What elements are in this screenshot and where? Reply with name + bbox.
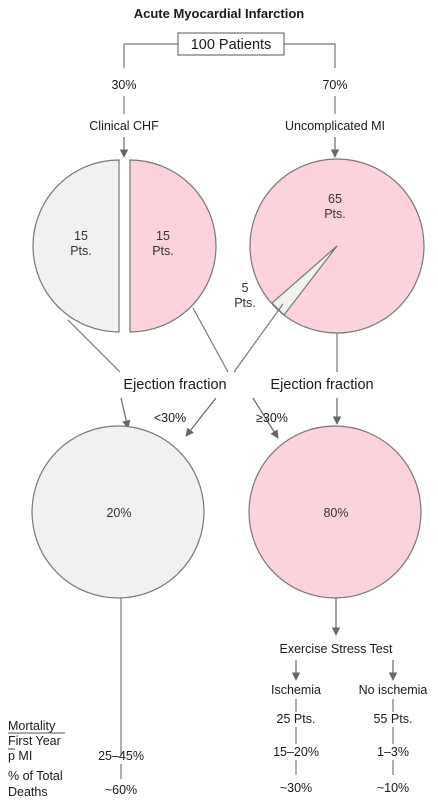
- row-mortality-line1: Mortality: [8, 719, 56, 733]
- row-mortality-line2: First Year: [8, 734, 61, 748]
- deaths-no-ischemia: ~10%: [377, 781, 409, 795]
- uncomplicated-main-count: 65: [328, 192, 342, 206]
- row-mortality-mi: MI: [15, 749, 32, 763]
- chf-low-pts: Pts.: [70, 244, 92, 258]
- stress-test-label: Exercise Stress Test: [279, 642, 393, 656]
- chf-high-ef-half: [129, 159, 217, 333]
- row-deaths-line1: % of Total: [8, 769, 63, 783]
- ejection-fraction-right: Ejection fraction: [270, 377, 373, 393]
- left-branch-percent: 30%: [111, 78, 136, 92]
- high-ef-circle: [248, 425, 422, 599]
- root-label: 100 Patients: [191, 37, 272, 53]
- chf-low-ef-half: [32, 159, 120, 333]
- threshold-high: ≥30%: [256, 411, 288, 425]
- clinical-chf-label: Clinical CHF: [89, 119, 159, 133]
- uncomplicated-mi-label: Uncomplicated MI: [285, 119, 385, 133]
- high-ef-percent: 80%: [323, 506, 348, 520]
- no-ischemia-pts: 55 Pts.: [374, 712, 413, 726]
- mortality-low-ef: 25–45%: [98, 749, 144, 763]
- ejection-arrows: [120, 397, 342, 439]
- chf-high-pts: Pts.: [152, 244, 174, 258]
- wedge-count: 5: [242, 281, 249, 295]
- low-ef-percent: 20%: [106, 506, 131, 520]
- threshold-low: <30%: [154, 411, 186, 425]
- ejection-fraction-left: Ejection fraction: [123, 377, 226, 393]
- ischemia-pts: 25 Pts.: [277, 712, 316, 726]
- wedge-pts: Pts.: [234, 296, 256, 310]
- deaths-ischemia: ~30%: [280, 781, 312, 795]
- no-ischemia-label: No ischemia: [359, 683, 428, 697]
- low-ef-circle: [31, 425, 205, 599]
- chf-high-count: 15: [156, 229, 170, 243]
- row-deaths-line2: Deaths: [8, 785, 48, 799]
- p-with-bar: p: [8, 749, 15, 763]
- root-branch-lines: [123, 43, 336, 68]
- ischemia-label: Ischemia: [271, 683, 321, 697]
- diagram-title: Acute Myocardial Infarction: [134, 6, 305, 21]
- mortality-ischemia: 15–20%: [273, 745, 319, 759]
- uncomplicated-wedge: [271, 245, 338, 316]
- outcome-column-connectors: [120, 699, 394, 779]
- chf-low-count: 15: [74, 229, 88, 243]
- right-branch-percent: 70%: [322, 78, 347, 92]
- uncomplicated-main-pts: Pts.: [324, 207, 346, 221]
- crossing-lines: [67, 303, 338, 373]
- mortality-no-ischemia: 1–3%: [377, 745, 409, 759]
- deaths-low-ef: ~60%: [105, 783, 137, 797]
- row-mortality-line3: p MI: [8, 749, 32, 763]
